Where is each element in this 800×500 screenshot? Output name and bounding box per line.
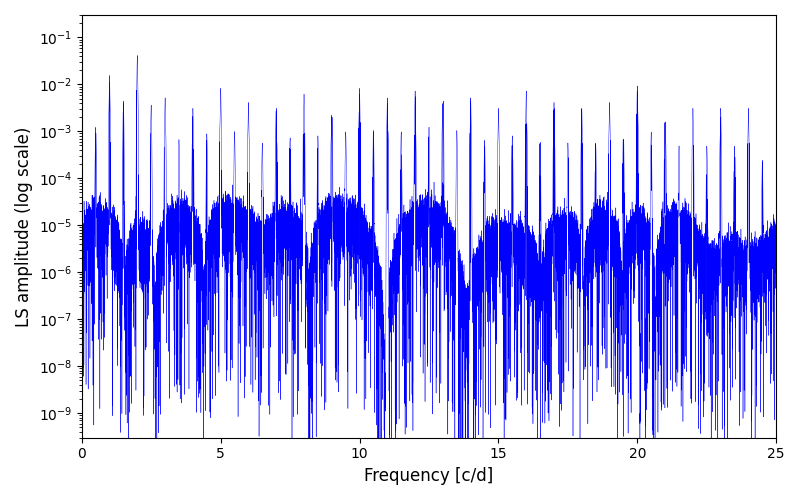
X-axis label: Frequency [c/d]: Frequency [c/d] bbox=[364, 467, 494, 485]
Y-axis label: LS amplitude (log scale): LS amplitude (log scale) bbox=[15, 126, 33, 326]
